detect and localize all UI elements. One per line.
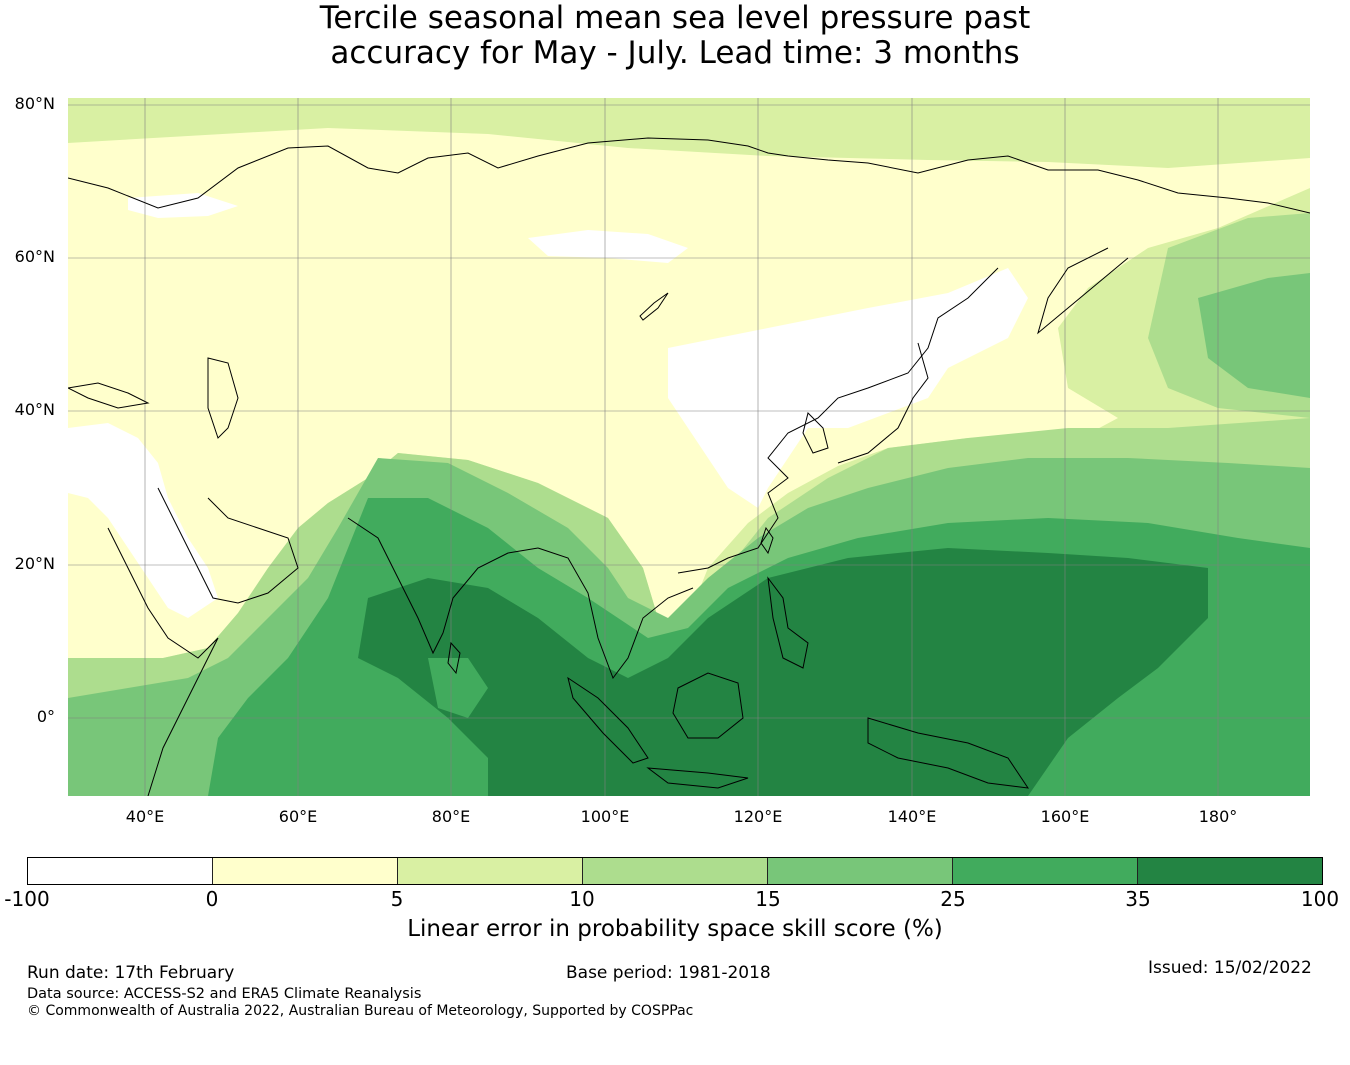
colorbar-bin-35-100 [1138, 858, 1322, 884]
colorbar-tick: 0 [205, 887, 219, 911]
colorbar-label: Linear error in probability space skill … [407, 916, 943, 942]
colorbar-tick: 25 [940, 887, 966, 911]
region-35-100-west [428, 658, 488, 718]
copyright: © Commonwealth of Australia 2022, Austra… [27, 1003, 694, 1019]
coastline-east-asia [677, 267, 999, 574]
lon-label-100e: 100°E [580, 807, 630, 826]
region-negative-north [128, 193, 238, 218]
coastline-japan [837, 342, 929, 464]
coastline-black-sea [68, 382, 150, 409]
colorbar-bin-10-15 [583, 858, 768, 884]
chart-title-line1: Tercile seasonal mean sea level pressure… [319, 0, 1031, 36]
lat-label-20n: 20°N [14, 554, 55, 573]
coastline-africa [107, 527, 219, 796]
coastline-sumatra [567, 676, 649, 764]
lon-label-140e: 140°E [887, 807, 937, 826]
region-15-25-nepacific [1198, 273, 1310, 398]
colorbar-bin-neg100-0 [28, 858, 213, 884]
data-source: Data source: ACCESS-S2 and ERA5 Climate … [27, 986, 422, 1002]
coastline-caspian [207, 357, 239, 439]
lon-label-60e: 60°E [278, 807, 318, 826]
lat-label-80n: 80°N [14, 94, 55, 113]
coastline-india [347, 517, 539, 655]
coastline-kamchatka [1037, 247, 1129, 335]
colorbar-tick: 15 [755, 887, 781, 911]
skill-score-map [68, 98, 1310, 796]
colorbar-bin-15-25 [768, 858, 953, 884]
lat-label-60n: 60°N [14, 247, 55, 266]
lon-label-160e: 160°E [1040, 807, 1090, 826]
lat-label-40n: 40°N [14, 400, 55, 419]
coastline-indochina [537, 547, 694, 680]
colorbar-bin-0-5 [213, 858, 398, 884]
colorbar-bin-5-10 [398, 858, 583, 884]
colorbar-tick: 5 [390, 887, 404, 911]
coastline-java [646, 767, 749, 789]
graticule [68, 98, 1310, 796]
coastline-baikal [639, 292, 669, 321]
colorbar [27, 857, 1323, 885]
coastline-taiwan [760, 526, 774, 555]
colorbar-tick: 10 [569, 887, 595, 911]
lat-label-0: 0° [36, 707, 55, 726]
coastline-philippines [767, 576, 809, 669]
colorbar-tick: 35 [1125, 887, 1151, 911]
coastline-srilanka [447, 641, 461, 675]
base-period: Base period: 1981-2018 [566, 963, 771, 983]
lon-label-80e: 80°E [431, 807, 471, 826]
issued-date: Issued: 15/02/2022 [1148, 958, 1312, 978]
lon-label-40e: 40°E [125, 807, 165, 826]
coastline-arctic [68, 137, 1310, 214]
region-35-100 [358, 548, 1208, 796]
map-canvas [68, 98, 1310, 796]
colorbar-tick: -100 [4, 887, 50, 911]
coastline-borneo [672, 672, 744, 739]
coastline-arabia [157, 487, 299, 604]
coastline-new-guinea [867, 717, 1030, 789]
colorbar-bin-25-35 [953, 858, 1138, 884]
colorbar-tick: 100 [1300, 887, 1340, 911]
run-date: Run date: 17th February [27, 963, 235, 983]
lon-label-180: 180° [1198, 807, 1238, 826]
chart-title-line2: accuracy for May - July. Lead time: 3 mo… [330, 35, 1020, 71]
region-negative-siberia [528, 230, 688, 263]
coastlines [68, 137, 1310, 796]
coastline-korea [802, 412, 829, 454]
region-negative-arabia [68, 423, 218, 618]
lon-label-120e: 120°E [733, 807, 783, 826]
